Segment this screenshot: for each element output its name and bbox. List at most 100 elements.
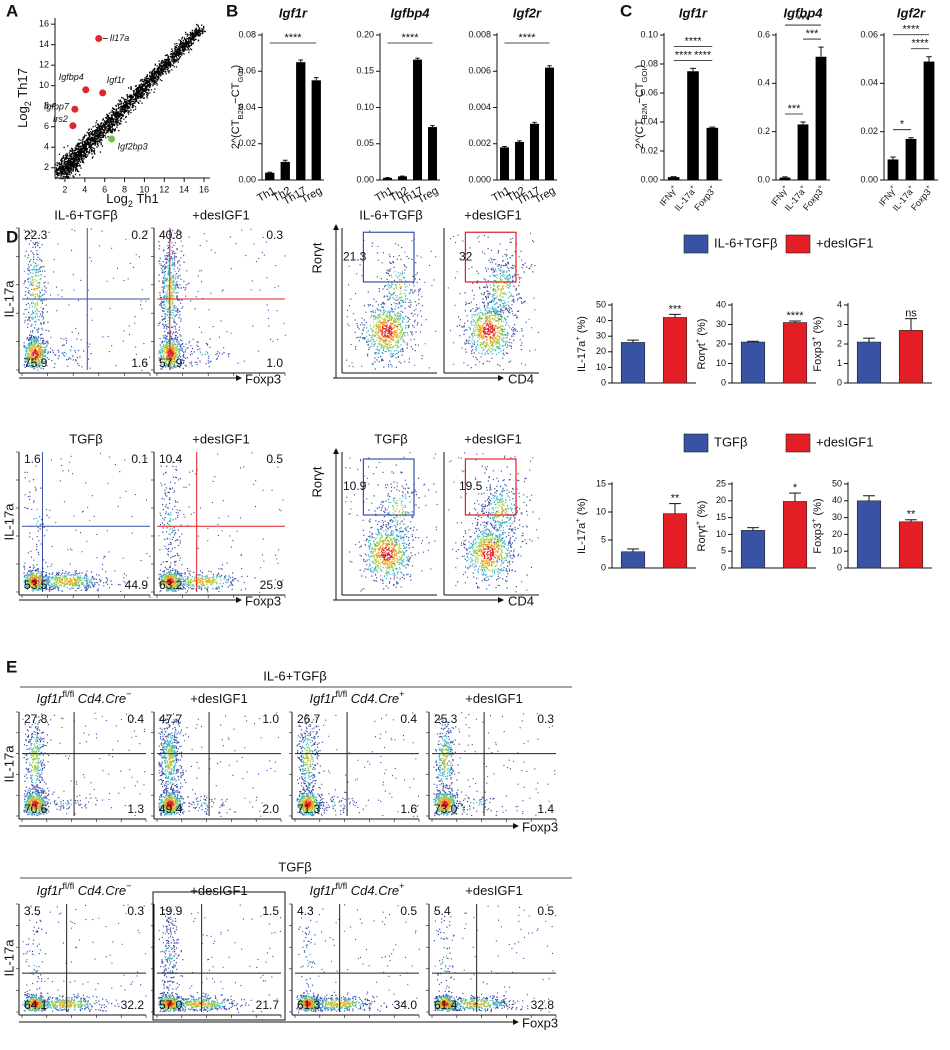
chart-title: Igfbp4 xyxy=(784,5,824,20)
significance: **** xyxy=(694,49,712,61)
bar xyxy=(856,341,882,384)
y-tick-label: 50 xyxy=(596,299,606,309)
condition-header: TGFβ xyxy=(278,859,311,874)
density-points xyxy=(433,734,484,816)
gene-label: Il17a xyxy=(110,33,130,43)
bar xyxy=(296,62,306,180)
error-bar xyxy=(267,171,273,173)
label-part: 2 xyxy=(128,199,133,209)
condition-header: IL-6+TGFβ xyxy=(263,668,326,683)
quadrant-value: 40.8 xyxy=(159,228,183,242)
label-part: ) xyxy=(230,65,242,69)
quadrant-value: 0.5 xyxy=(400,904,417,918)
quadrant-value: 73.0 xyxy=(434,802,458,816)
quadrant-value: 2.0 xyxy=(262,802,279,816)
y-tick-label: 0.00 xyxy=(356,174,374,184)
plot-title: +desIGF1 xyxy=(192,207,249,222)
y-tick-label: 0.02 xyxy=(238,138,256,148)
y-tick-label: 0.000 xyxy=(468,174,491,184)
label-part: + xyxy=(906,183,914,191)
quadrant-value: 1.4 xyxy=(537,802,554,816)
arrow-head xyxy=(513,823,519,829)
label-part: (%) xyxy=(576,498,588,518)
gene-point xyxy=(95,35,103,43)
density-points xyxy=(166,800,174,808)
density-points xyxy=(376,284,402,344)
quadrant-value: 26.7 xyxy=(297,712,321,726)
quadrant-value: 1.3 xyxy=(127,802,144,816)
panel-label: D xyxy=(6,227,18,246)
significance: **** xyxy=(911,38,929,50)
x-tick-label: 12 xyxy=(159,184,169,194)
error-bar xyxy=(627,548,639,552)
bar xyxy=(398,176,407,180)
density-points xyxy=(304,1001,341,1007)
significance: *** xyxy=(806,28,820,40)
quadrant-value: 1.0 xyxy=(262,712,279,726)
label-part: Foxp3 xyxy=(812,341,824,372)
legend-swatch xyxy=(785,433,811,453)
arrow-head xyxy=(498,597,504,603)
label-part: (%) xyxy=(812,498,824,518)
gate xyxy=(464,458,517,516)
label-part: + xyxy=(809,518,818,523)
label-part: + xyxy=(780,183,788,191)
y-tick-label: 0.10 xyxy=(640,29,658,39)
density-points xyxy=(29,758,41,811)
gene-label: Igfbp7 xyxy=(44,102,70,112)
label-part: + xyxy=(399,689,404,699)
label-part: + xyxy=(693,338,702,343)
label: +desIGF1 xyxy=(465,883,522,898)
density-points xyxy=(302,755,314,811)
bar xyxy=(413,59,422,180)
y-tick-label: 50 xyxy=(832,478,842,488)
y-tick-label: 0.05 xyxy=(356,138,374,148)
label: +desIGF1 xyxy=(190,691,247,706)
quadrant-value: 21.7 xyxy=(256,998,280,1012)
density-points xyxy=(380,324,393,338)
y-tick-label: 0.06 xyxy=(640,87,658,97)
label: IL-17a+ (%) xyxy=(573,316,588,372)
significance: **** xyxy=(684,35,702,47)
axis-title: CD4 xyxy=(508,371,534,386)
error-bar xyxy=(282,159,288,162)
plot-title: TGFβ xyxy=(69,431,102,446)
y-tick-label: 5 xyxy=(601,534,606,544)
error-bar xyxy=(747,340,759,343)
density-points xyxy=(23,509,93,592)
y-tick-label: 0.06 xyxy=(238,66,256,76)
plot-title: IL-6+TGFβ xyxy=(54,207,117,222)
density-points xyxy=(482,323,495,339)
error-bar xyxy=(818,46,824,57)
y-tick-label: 0.08 xyxy=(640,58,658,68)
label: +desIGF1 xyxy=(465,691,522,706)
density-points xyxy=(302,999,349,1009)
quadrant-value: 25.9 xyxy=(260,578,284,592)
error-bar xyxy=(313,77,319,81)
density-points xyxy=(482,546,495,561)
bar xyxy=(782,322,808,384)
label-part: ) xyxy=(634,65,646,69)
error-bar xyxy=(800,121,806,125)
quadrant-value: 0.2 xyxy=(131,228,148,242)
legend-label: +desIGF1 xyxy=(816,434,873,449)
plot-title: IL-6+TGFβ xyxy=(359,207,422,222)
significance: **** xyxy=(786,310,804,322)
label-part: Cd4.Cre xyxy=(74,691,126,706)
error-bar xyxy=(415,57,420,60)
bar xyxy=(856,500,882,569)
y-tick-label: 0 xyxy=(837,377,842,387)
gate-value: 32 xyxy=(459,249,473,263)
y-tick-label: 0.00 xyxy=(640,174,658,184)
label: Log2 Th17 xyxy=(15,68,33,128)
error-bar xyxy=(905,519,917,522)
label-part: IL-17a xyxy=(576,522,588,554)
frame xyxy=(152,891,286,1021)
quadrant-value: 44.9 xyxy=(125,578,149,592)
quadrant-value: 22.3 xyxy=(24,228,48,242)
y-tick-label: 0.02 xyxy=(860,126,878,136)
density-points xyxy=(441,1001,478,1007)
density-points xyxy=(297,953,365,1012)
